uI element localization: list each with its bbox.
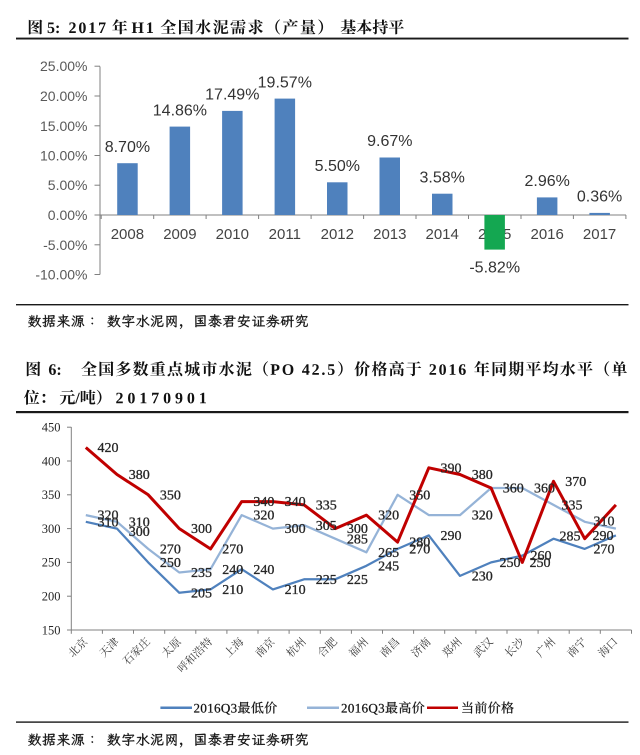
svg-text:-5.82%: -5.82% [469, 259, 520, 276]
svg-text:320: 320 [472, 509, 493, 524]
svg-text:2010: 2010 [216, 226, 249, 243]
svg-text:2013: 2013 [373, 226, 406, 243]
svg-text:235: 235 [191, 566, 212, 581]
svg-text:200: 200 [42, 590, 61, 604]
svg-text:17.49%: 17.49% [205, 87, 259, 104]
svg-text:335: 335 [316, 499, 337, 514]
svg-text:320: 320 [253, 509, 274, 524]
svg-text:350: 350 [409, 488, 430, 503]
svg-text:340: 340 [285, 495, 306, 510]
svg-text:360: 360 [503, 482, 524, 497]
svg-text:310: 310 [594, 515, 615, 530]
svg-text:250: 250 [530, 556, 551, 571]
svg-text:420: 420 [98, 441, 119, 456]
svg-text:300: 300 [129, 525, 150, 540]
svg-text:335: 335 [562, 498, 583, 513]
svg-text:250: 250 [500, 556, 521, 571]
svg-text:210: 210 [222, 583, 243, 598]
svg-text:2008: 2008 [111, 226, 144, 243]
svg-text:350: 350 [42, 488, 61, 502]
svg-text:280: 280 [409, 536, 430, 551]
svg-text:320: 320 [98, 509, 119, 524]
svg-text:20.00%: 20.00% [40, 88, 87, 104]
svg-text:270: 270 [160, 543, 181, 558]
svg-text:300: 300 [285, 522, 306, 537]
svg-text:370: 370 [565, 475, 586, 490]
svg-text:300: 300 [42, 522, 61, 536]
svg-text:320: 320 [378, 509, 399, 524]
svg-text:2.96%: 2.96% [525, 173, 570, 190]
svg-text:305: 305 [316, 519, 337, 534]
svg-text:-5.00%: -5.00% [43, 237, 87, 253]
svg-text:205: 205 [191, 586, 212, 601]
svg-text:8.70%: 8.70% [105, 139, 150, 156]
svg-text:0.00%: 0.00% [48, 207, 88, 223]
svg-text:340: 340 [253, 495, 274, 510]
svg-text:0.36%: 0.36% [577, 189, 622, 206]
svg-text:3.58%: 3.58% [420, 169, 465, 186]
svg-text:9.67%: 9.67% [367, 133, 412, 150]
svg-text:225: 225 [347, 573, 368, 588]
svg-text:15.00%: 15.00% [40, 118, 87, 134]
svg-text:310: 310 [129, 515, 150, 530]
svg-text:270: 270 [594, 543, 615, 558]
svg-text:290: 290 [441, 529, 462, 544]
svg-text:150: 150 [42, 623, 61, 637]
svg-text:380: 380 [472, 468, 493, 483]
svg-text:240: 240 [253, 563, 274, 578]
svg-text:250: 250 [160, 556, 181, 571]
svg-text:290: 290 [593, 529, 614, 544]
svg-text:2014: 2014 [426, 226, 459, 243]
svg-text:5.00%: 5.00% [48, 177, 88, 193]
svg-text:2012: 2012 [321, 226, 354, 243]
svg-text:230: 230 [472, 570, 493, 585]
svg-text:350: 350 [160, 488, 181, 503]
svg-text:285: 285 [560, 530, 581, 545]
svg-text:10.00%: 10.00% [40, 148, 87, 164]
svg-text:245: 245 [378, 559, 399, 574]
svg-text:2016: 2016 [531, 226, 564, 243]
svg-text:450: 450 [42, 421, 61, 435]
svg-text:2009: 2009 [163, 226, 196, 243]
svg-text:210: 210 [285, 583, 306, 598]
svg-text:265: 265 [378, 546, 399, 561]
svg-text:270: 270 [409, 543, 430, 558]
svg-text:25.00%: 25.00% [40, 58, 87, 74]
svg-text:300: 300 [191, 522, 212, 537]
svg-text:14.86%: 14.86% [153, 102, 207, 119]
svg-text:2011: 2011 [269, 226, 301, 243]
svg-text:285: 285 [347, 532, 368, 547]
svg-text:400: 400 [42, 454, 61, 468]
svg-text:260: 260 [531, 549, 552, 564]
svg-text:310: 310 [98, 515, 119, 530]
svg-text:380: 380 [129, 468, 150, 483]
svg-text:-10.00%: -10.00% [35, 267, 87, 283]
svg-text:225: 225 [316, 573, 337, 588]
svg-text:300: 300 [347, 522, 368, 537]
svg-text:2017: 2017 [583, 226, 616, 243]
svg-text:250: 250 [42, 556, 61, 570]
svg-text:5.50%: 5.50% [315, 158, 360, 175]
svg-text:240: 240 [222, 563, 243, 578]
svg-text:360: 360 [534, 482, 555, 497]
svg-text:270: 270 [222, 543, 243, 558]
svg-text:390: 390 [441, 461, 462, 476]
svg-text:19.57%: 19.57% [258, 74, 312, 91]
